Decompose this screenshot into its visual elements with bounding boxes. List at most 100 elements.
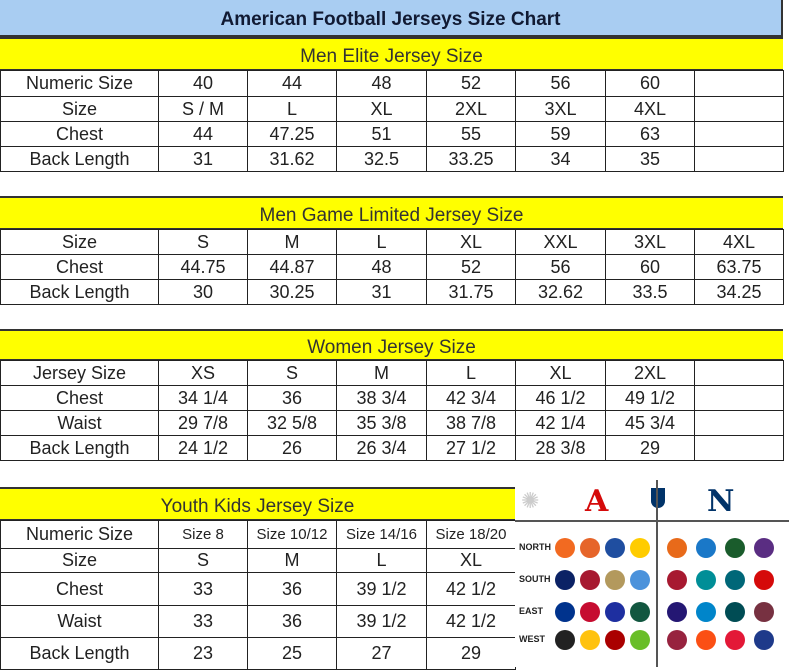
men-game-table: Size S M L XL XXL 3XL 4XL Chest 44.75 44.87 48 52 56 6… — [0, 229, 784, 305]
table-cell: 34.25 — [694, 279, 784, 305]
table-cell — [694, 360, 784, 386]
table-cell: 28 3/8 — [515, 435, 606, 461]
table-cell: 23 — [158, 637, 248, 670]
table-cell: 63 — [605, 121, 695, 147]
division-label: EAST — [519, 606, 544, 616]
table-cell: 29 7/8 — [158, 410, 248, 436]
table-cell: 32.5 — [336, 146, 427, 172]
women-heading: Women Jersey Size — [0, 329, 783, 360]
table-cell: 60 — [605, 70, 695, 97]
team-logo-icon — [630, 570, 650, 590]
table-cell: 38 7/8 — [426, 410, 516, 436]
table-cell: 36 — [247, 385, 337, 411]
division-label: NORTH — [519, 542, 551, 552]
table-row: Size S / M L XL 2XL 3XL 4XL — [0, 96, 784, 122]
row-label: Size — [0, 96, 159, 122]
table-cell: Size 10/12 — [247, 520, 337, 549]
row-label: Size — [0, 229, 159, 255]
table-cell: 42 1/2 — [426, 572, 516, 606]
table-row: Waist 29 7/8 32 5/8 35 3/8 38 7/8 42 1/4 45 3/… — [0, 410, 784, 436]
table-cell — [694, 385, 784, 411]
team-logo-icon — [725, 602, 745, 622]
table-cell: 44.75 — [158, 254, 248, 280]
table-cell: S / M — [158, 96, 248, 122]
table-cell: 45 3/4 — [605, 410, 695, 436]
row-label: Waist — [0, 410, 159, 436]
team-logo-icon — [630, 538, 650, 558]
team-logo-icon — [667, 602, 687, 622]
table-cell: M — [247, 229, 337, 255]
table-cell: XS — [158, 360, 248, 386]
table-cell: M — [247, 548, 337, 573]
table-cell: 26 — [247, 435, 337, 461]
team-logo-icon — [580, 570, 600, 590]
chart-title: American Football Jerseys Size Chart — [0, 0, 783, 37]
team-logo-icon — [754, 570, 774, 590]
table-cell: XL — [336, 96, 427, 122]
table-row: Jersey Size XS S M L XL 2XL — [0, 360, 784, 386]
table-cell: 40 — [158, 70, 248, 97]
table-cell: XL — [426, 548, 516, 573]
row-label: Chest — [0, 572, 159, 606]
team-logo-icon — [754, 602, 774, 622]
youth-heading: Youth Kids Jersey Size — [0, 487, 515, 520]
table-cell: 51 — [336, 121, 427, 147]
table-cell: L — [336, 548, 427, 573]
table-cell: M — [336, 360, 427, 386]
team-logo-icon — [605, 630, 625, 650]
table-cell: 48 — [336, 254, 427, 280]
table-cell: 26 3/4 — [336, 435, 427, 461]
table-cell: 31 — [158, 146, 248, 172]
row-label: Back Length — [0, 637, 159, 670]
team-logo-icon — [580, 630, 600, 650]
men-elite-table: Numeric Size 40 44 48 52 56 60 Size S / M L XL 2XL 3… — [0, 70, 784, 172]
table-cell: 32.62 — [515, 279, 606, 305]
table-cell: 2XL — [426, 96, 516, 122]
table-row: Chest 33 36 39 1/2 42 1/2 — [0, 572, 516, 606]
table-cell: 33 — [158, 605, 248, 638]
row-label: Numeric Size — [0, 70, 159, 97]
table-cell: 3XL — [605, 229, 695, 255]
table-row: Size S M L XL — [0, 548, 516, 573]
table-cell: 33.5 — [605, 279, 695, 305]
nfl-logos-panel: ✺ A N NORTH SOUTH EAST WEST — [515, 480, 789, 667]
row-label: Back Length — [0, 146, 159, 172]
table-row: Numeric Size Size 8 Size 10/12 Size 14/16 Si… — [0, 520, 516, 549]
team-logo-icon — [630, 630, 650, 650]
table-cell: 31.62 — [247, 146, 337, 172]
table-row: Chest 34 1/4 36 38 3/4 42 3/4 46 1/2 49 1/2 — [0, 385, 784, 411]
team-logo-icon — [605, 538, 625, 558]
team-logo-icon — [754, 538, 774, 558]
row-label: Chest — [0, 385, 159, 411]
table-cell: Size 14/16 — [336, 520, 427, 549]
team-logo-icon — [580, 538, 600, 558]
table-cell — [694, 96, 784, 122]
table-cell: 44 — [247, 70, 337, 97]
row-label: Back Length — [0, 435, 159, 461]
table-cell: 48 — [336, 70, 427, 97]
table-cell: 36 — [247, 572, 337, 606]
table-cell: XXL — [515, 229, 606, 255]
men-game-heading: Men Game Limited Jersey Size — [0, 196, 783, 229]
table-cell: 33 — [158, 572, 248, 606]
table-row: Chest 44.75 44.87 48 52 56 60 63.75 — [0, 254, 784, 280]
table-row: Chest 44 47.25 51 55 59 63 — [0, 121, 784, 147]
table-cell: L — [247, 96, 337, 122]
table-row: Back Length 23 25 27 29 — [0, 637, 516, 670]
row-label: Back Length — [0, 279, 159, 305]
table-cell: S — [247, 360, 337, 386]
table-cell: 31 — [336, 279, 427, 305]
row-label: Chest — [0, 254, 159, 280]
table-cell: 29 — [605, 435, 695, 461]
table-cell: 59 — [515, 121, 606, 147]
table-cell: 30.25 — [247, 279, 337, 305]
table-cell: 47.25 — [247, 121, 337, 147]
row-label: Waist — [0, 605, 159, 638]
table-cell: 4XL — [605, 96, 695, 122]
team-logo-icon — [555, 570, 575, 590]
team-logo-icon — [555, 538, 575, 558]
team-logo-icon — [696, 602, 716, 622]
table-cell: L — [336, 229, 427, 255]
table-cell: 44.87 — [247, 254, 337, 280]
table-cell: 34 1/4 — [158, 385, 248, 411]
